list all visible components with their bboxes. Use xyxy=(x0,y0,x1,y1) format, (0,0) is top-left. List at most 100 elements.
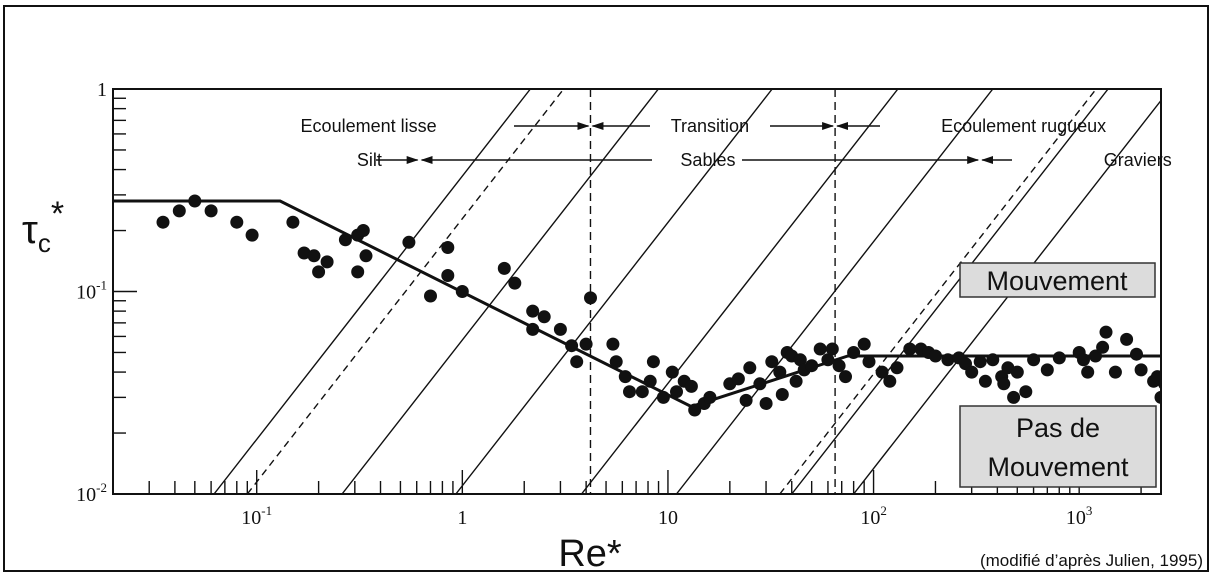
data-point xyxy=(579,337,593,351)
x-tick-label-1: 10-1 xyxy=(241,503,272,529)
data-point xyxy=(656,390,670,404)
data-point xyxy=(832,359,846,373)
data-point xyxy=(941,353,955,367)
data-point xyxy=(230,215,244,229)
movement-zone-box xyxy=(959,262,1156,298)
data-point xyxy=(204,204,218,218)
data-point xyxy=(1077,353,1090,367)
data-point xyxy=(965,365,979,379)
data-point xyxy=(813,342,827,356)
x-axis-title: Re* xyxy=(558,533,622,575)
movement-zone-label: Mouvement xyxy=(986,266,1128,296)
data-point xyxy=(424,289,437,303)
data-point xyxy=(775,388,789,401)
data-point xyxy=(753,377,767,391)
data-point xyxy=(875,365,889,379)
data-point xyxy=(1134,363,1148,377)
reference-line-1 xyxy=(213,89,531,494)
data-point xyxy=(508,276,522,290)
regime-label-smooth: Ecoulement lisse xyxy=(301,116,437,136)
data-point xyxy=(1027,353,1041,367)
data-point xyxy=(670,385,683,399)
data-point xyxy=(1150,370,1161,384)
reference-line-4 xyxy=(580,89,899,494)
data-point xyxy=(1108,365,1122,379)
data-point xyxy=(1165,353,1178,366)
data-point xyxy=(978,374,992,388)
data-point xyxy=(172,204,186,218)
data-point xyxy=(497,261,511,275)
data-point xyxy=(805,359,819,373)
no-movement-label-line2: Mouvement xyxy=(987,452,1129,482)
data-point xyxy=(890,361,904,375)
data-point xyxy=(553,322,567,336)
x-tick-label-2: 1 xyxy=(457,507,467,529)
data-point xyxy=(929,349,942,363)
data-point xyxy=(789,374,803,388)
data-point xyxy=(1010,365,1024,379)
data-point xyxy=(307,249,321,263)
no-movement-label-line1: Pas de xyxy=(1016,413,1100,443)
data-point xyxy=(821,353,835,367)
data-point xyxy=(643,374,657,388)
regime-label-rough: Ecoulement rugueux xyxy=(941,116,1106,136)
data-point xyxy=(731,372,745,386)
data-point xyxy=(526,304,540,318)
data-point xyxy=(565,339,579,353)
data-point xyxy=(606,337,620,351)
data-point xyxy=(665,365,679,379)
data-point xyxy=(1154,390,1161,404)
data-point xyxy=(703,390,717,404)
data-point xyxy=(883,374,897,388)
data-point xyxy=(537,310,551,324)
data-point xyxy=(1099,325,1113,339)
data-point xyxy=(1168,377,1181,390)
data-point xyxy=(1158,378,1161,390)
data-point xyxy=(188,194,202,208)
data-point xyxy=(1161,357,1174,370)
data-point xyxy=(356,224,370,237)
plot-border xyxy=(112,88,1162,495)
sediment-label-sand: Sables xyxy=(680,150,735,170)
data-point xyxy=(793,353,807,367)
data-point xyxy=(1081,365,1095,379)
data-point xyxy=(1120,332,1134,346)
data-point xyxy=(526,322,540,336)
dashed-reference-line-2 xyxy=(779,89,1097,494)
y-tick-label-2: 10-1 xyxy=(76,278,107,304)
regime-label-transition: Transition xyxy=(671,116,749,136)
reference-line-2 xyxy=(341,89,659,494)
data-point xyxy=(1096,340,1110,354)
data-point xyxy=(1130,347,1143,361)
data-point xyxy=(646,355,660,369)
data-point xyxy=(297,246,311,260)
data-point xyxy=(862,355,876,369)
dashed-reference-line-1 xyxy=(246,89,565,494)
data-point xyxy=(455,285,469,298)
data-point xyxy=(684,379,698,393)
data-point xyxy=(1007,390,1021,404)
data-point xyxy=(312,265,326,279)
data-point xyxy=(338,233,352,247)
data-point xyxy=(320,255,334,269)
data-point xyxy=(441,241,455,254)
data-point xyxy=(245,228,259,242)
data-point xyxy=(1089,349,1102,363)
source-note: (modifié d’après Julien, 1995) xyxy=(980,551,1203,570)
reference-line-6 xyxy=(791,89,1109,494)
data-point xyxy=(1177,357,1190,370)
data-point xyxy=(402,235,416,249)
data-point xyxy=(635,385,649,399)
sediment-label-silt: Silt xyxy=(357,150,382,170)
data-point xyxy=(743,361,757,375)
data-point xyxy=(997,377,1011,391)
data-point xyxy=(286,215,300,229)
y-axis-title: τc* xyxy=(22,195,64,258)
data-point xyxy=(618,370,632,384)
data-point xyxy=(825,342,839,356)
data-point xyxy=(765,355,779,369)
reference-line-3 xyxy=(455,89,773,494)
data-point xyxy=(973,355,987,369)
data-point xyxy=(351,265,365,279)
